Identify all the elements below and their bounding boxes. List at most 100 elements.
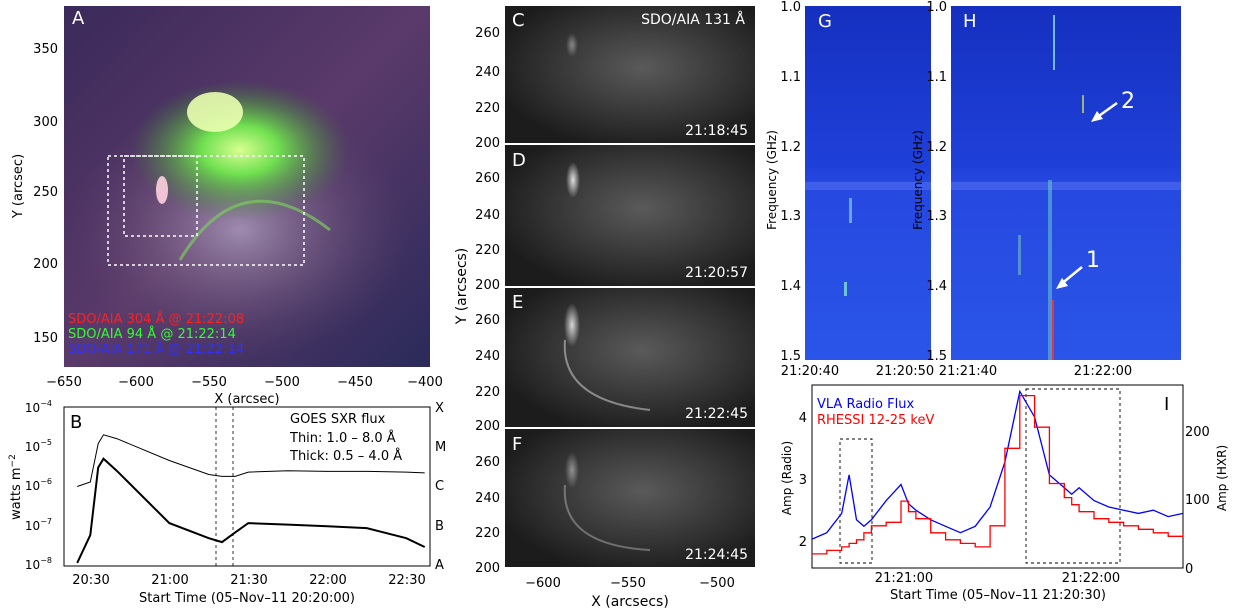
- panel-h-burst: [1018, 235, 1021, 275]
- panel-h-arrow-1-label: 1: [1086, 248, 1100, 273]
- panel-b-ytick: 10−7: [25, 517, 52, 533]
- panel-g: G 1.0 1.1 1.2 1.3 1.4 1.5 Frequency (GHz…: [765, 0, 934, 379]
- panel-d-bright: [566, 162, 580, 198]
- panel-h-burst: [1052, 300, 1054, 360]
- panel-a-legend-171: SDO/AIA 171 Å @ 21:22:14: [68, 341, 244, 357]
- panel-b-ytick: 10−4: [25, 399, 52, 415]
- panel-a-inner-box: [123, 155, 198, 237]
- panel-g-ytick: 1.0: [780, 0, 801, 15]
- panel-i-yticks-right: 200 100 0: [1185, 425, 1210, 577]
- panel-a-loop-arc: [178, 199, 331, 261]
- panel-a-ylabel: Y (arcsec): [11, 154, 26, 219]
- panel-c-ytick: 220: [475, 101, 500, 116]
- panel-e-ytick: 240: [475, 349, 500, 364]
- panel-g-ytick: 1.3: [780, 209, 801, 224]
- panel-f-xtick: −600: [525, 576, 561, 591]
- panel-f-loop: [563, 484, 651, 551]
- panel-g-ytick: 1.1: [780, 70, 801, 85]
- panel-g-burst: [844, 282, 847, 296]
- panel-b-class: X: [435, 401, 444, 416]
- panel-c-ytick: 240: [475, 65, 500, 80]
- panel-a-xtick: −500: [264, 375, 300, 390]
- panel-a-letter: A: [72, 8, 85, 29]
- panel-h-arrow-2-head: [1091, 111, 1103, 122]
- panel-c-ytick: 260: [475, 26, 500, 41]
- panel-i-frame: [811, 384, 1184, 569]
- panel-a-ytick: 250: [33, 185, 58, 200]
- panel-a-xlabel: X (arcsec): [214, 392, 279, 407]
- panel-h-ytick: 1.1: [926, 70, 947, 85]
- panel-f-ytick: 220: [475, 526, 500, 541]
- panel-f-ytick: 240: [475, 491, 500, 506]
- panel-i-ylabel-left: Amp (Radio): [780, 441, 794, 515]
- panel-f-ytick: 200: [475, 561, 500, 576]
- panel-a-ytick: 150: [33, 331, 58, 346]
- panel-i-box-2: [1025, 388, 1121, 564]
- panel-b-legend-thin: Thin: 1.0 – 8.0 Å: [289, 430, 396, 446]
- panel-i-legend-vla: VLA Radio Flux: [817, 397, 914, 412]
- panel-b-yticks: 10−4 10−5 10−6 10−7 10−8: [25, 399, 52, 572]
- panel-g-ytick: 1.2: [780, 140, 801, 155]
- panel-g-xtick: 21:20:40: [781, 364, 839, 379]
- panel-e-image: [505, 288, 755, 427]
- panel-b-xtick: 21:30: [230, 573, 267, 588]
- panel-d-ytick: 220: [475, 243, 500, 258]
- panel-h-xtick: 21:21:40: [939, 364, 997, 379]
- panel-g-band: [805, 182, 931, 190]
- panel-e-time: 21:22:45: [685, 406, 748, 422]
- panel-a-ytick: 350: [33, 42, 58, 57]
- panel-b-xtick: 21:00: [151, 573, 188, 588]
- panel-c-image: [505, 6, 755, 143]
- panel-a-legend-304: SDO/AIA 304 Å @ 21:22:08: [68, 311, 244, 327]
- panel-a-green-core: [187, 92, 243, 132]
- panel-c-ytick: 200: [475, 136, 500, 151]
- panel-e-ytick: 200: [475, 419, 500, 434]
- panel-e-letter: E: [512, 292, 523, 313]
- panel-i-ytick-left: 4: [799, 411, 807, 426]
- panel-b-xtick: 22:30: [388, 573, 425, 588]
- panel-b-classes: X M C B A: [435, 401, 446, 573]
- panel-i-series: [811, 389, 1184, 555]
- panel-h-xtick: 21:22:00: [1074, 364, 1132, 379]
- panel-e-ytick: 220: [475, 385, 500, 400]
- panel-f-xtick: −550: [610, 576, 646, 591]
- panel-f-xtick: −500: [699, 576, 735, 591]
- panel-f-letter: F: [512, 434, 522, 455]
- panel-b: B GOES SXR flux Thin: 1.0 – 8.0 Å Thick:…: [8, 399, 446, 606]
- panel-i-xtick: 21:22:00: [1062, 571, 1120, 586]
- panel-e-bright: [564, 303, 580, 347]
- panel-i: VLA Radio Flux RHESSI 12-25 keV I 4 3 2 …: [780, 384, 1229, 603]
- panel-i-ytick-left: 3: [799, 473, 807, 488]
- panel-a-xtick: −450: [337, 375, 373, 390]
- panel-e-ytick: 260: [475, 313, 500, 328]
- panel-g-ylabel: Frequency (GHz): [765, 130, 779, 230]
- panel-e-loop: [563, 339, 651, 411]
- panel-i-ytick-right: 100: [1185, 493, 1210, 508]
- panel-a-xtick: −650: [46, 375, 82, 390]
- panels-c-f-ylabel: Y (arcsecs): [454, 248, 470, 326]
- panel-b-legend-title: GOES SXR flux: [290, 412, 386, 427]
- rhessi-hxr-line: [812, 394, 1184, 555]
- panel-d-ytick: 200: [475, 278, 500, 293]
- panel-d-letter: D: [512, 150, 526, 171]
- panel-b-legend-thick: Thick: 0.5 – 4.0 Å: [289, 448, 402, 464]
- panel-h-burst: [1053, 15, 1055, 70]
- panel-b-ytick: 10−5: [25, 438, 52, 454]
- panel-h-arrow-2-label: 2: [1121, 89, 1135, 114]
- panel-a-xtick: −550: [191, 375, 227, 390]
- panel-i-yticks-left: 4 3 2: [799, 411, 807, 550]
- panel-d-ytick: 260: [475, 171, 500, 186]
- panel-g-yticks: 1.0 1.1 1.2 1.3 1.4 1.5: [780, 0, 801, 364]
- panel-h-ytick: 1.0: [926, 0, 947, 15]
- panel-g-ytick: 1.5: [780, 349, 801, 364]
- panel-h-arrow-1-head: [1056, 278, 1068, 289]
- panel-a-outer-box: [107, 155, 305, 266]
- panel-b-ytick: 10−6: [25, 477, 52, 493]
- panel-a-xtick: −400: [407, 375, 443, 390]
- goes-thin-line: [77, 434, 425, 487]
- panel-b-class: C: [435, 479, 444, 494]
- panel-h-ytick: 1.5: [926, 349, 947, 364]
- panel-b-xticks: 20:30 21:00 21:30 22:00 22:30: [72, 573, 425, 588]
- panel-g-burst: [849, 198, 852, 223]
- panel-b-ylabel: watts m−2: [8, 454, 24, 520]
